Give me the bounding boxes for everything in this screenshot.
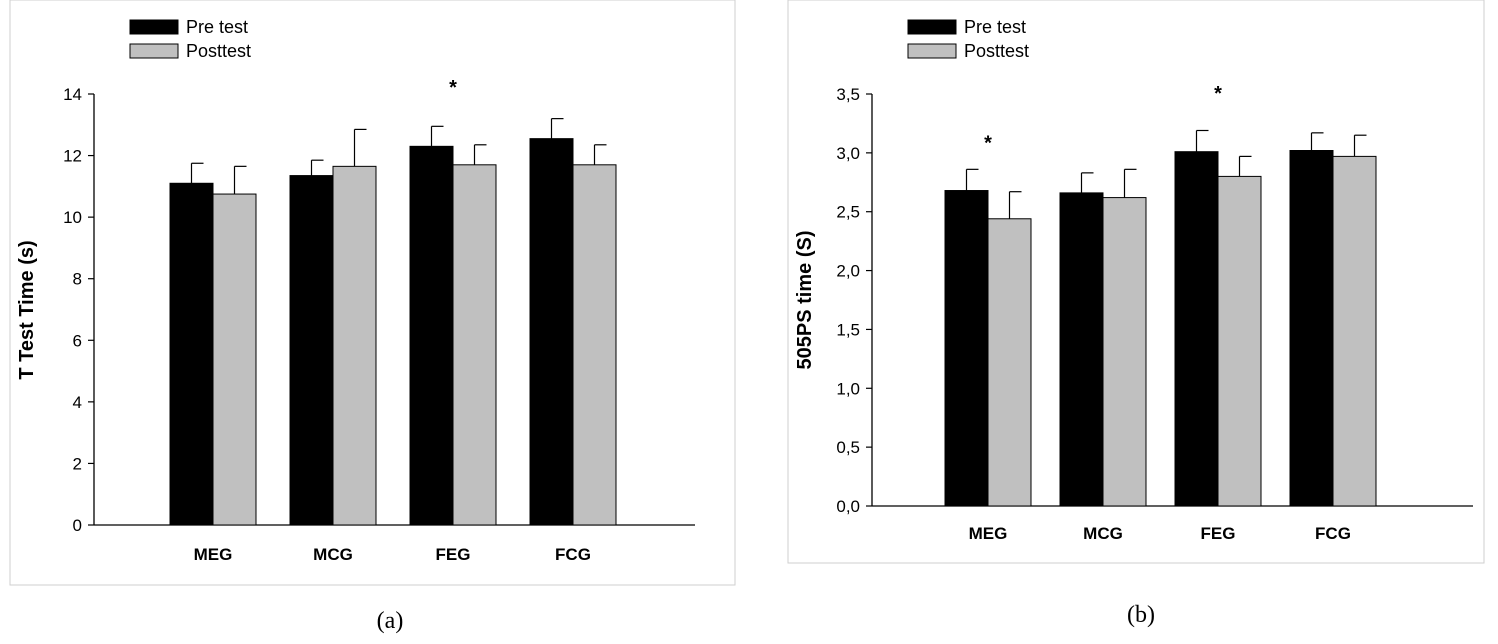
chart-a-svg: 0 2 4 6 8 10 12 14 T Test Time (s) MEG MCG FEG FCG * P… (9, 0, 736, 634)
chart-b-significance-mark-feg: * (1214, 83, 1222, 105)
chart-b-y-tick-label: 1,5 (836, 320, 860, 339)
chart-panel-a: 0 2 4 6 8 10 12 14 T Test Time (s) MEG MCG FEG FCG * P… (0, 0, 745, 644)
chart-b-y-tick-label: 3,0 (836, 144, 860, 163)
chart-a-bar-posttest-meg (212, 193, 257, 526)
chart-a-y-tick-label: 8 (73, 270, 82, 289)
chart-a-y-tick-label: 6 (73, 331, 82, 350)
chart-a-x-tick-label-mcg: MCG (313, 545, 353, 564)
chart-b-legend-swatch-posttest (907, 43, 957, 59)
chart-b-legend-swatch-pre-test (907, 19, 957, 35)
chart-a-x-tick-label-feg: FEG (436, 545, 471, 564)
chart-b-x-tick-label-feg: FEG (1201, 524, 1236, 543)
chart-b-bar-posttest-feg (1217, 175, 1262, 507)
chart-a-bar-pre-test-mcg (289, 175, 334, 526)
chart-b-x-tick-label-fcg: FCG (1315, 524, 1351, 543)
chart-a-bar-posttest-mcg (332, 165, 377, 526)
chart-b-legend-label-posttest: Posttest (964, 41, 1029, 61)
chart-a-legend-label-pre-test: Pre test (186, 17, 248, 37)
chart-a-legend-label-posttest: Posttest (186, 41, 251, 61)
chart-b-bar-pre-test-meg (944, 190, 989, 507)
chart-b-y-tick-label: 2,0 (836, 262, 860, 281)
chart-a-x-tick-label-fcg: FCG (555, 545, 591, 564)
chart-a-bar-pre-test-fcg (529, 138, 574, 526)
chart-b-bar-posttest-fcg (1332, 155, 1377, 507)
chart-b-x-tick-label-mcg: MCG (1083, 524, 1123, 543)
chart-b-bar-pre-test-mcg (1059, 192, 1104, 507)
chart-b-legend-label-pre-test: Pre test (964, 17, 1026, 37)
chart-b-significance-mark-meg: * (984, 132, 992, 154)
chart-a-y-tick-label: 14 (63, 85, 82, 104)
chart-a-y-tick-label: 12 (63, 147, 82, 166)
chart-a-frame (9, 0, 736, 586)
chart-b-caption: (b) (1127, 602, 1155, 628)
chart-a-bar-posttest-feg (452, 164, 497, 526)
chart-a-ylabel: T Test Time (s) (16, 240, 38, 379)
chart-a-significance-mark-feg: * (449, 77, 457, 99)
chart-a-legend-swatch-posttest (129, 43, 179, 59)
chart-a-y-tick-label: 4 (73, 393, 82, 412)
chart-b-bar-pre-test-fcg (1289, 150, 1334, 507)
chart-a-legend-swatch-pre-test (129, 19, 179, 35)
chart-a-bar-posttest-fcg (572, 164, 617, 526)
chart-panel-b: 0,0 0,5 1,0 1,5 2,0 2,5 3,0 3,5 505PS time (S) ME… (776, 0, 1498, 644)
chart-b-x-tick-label-meg: MEG (969, 524, 1008, 543)
chart-b-y-tick-label: 1,0 (836, 379, 860, 398)
chart-b-frame (787, 0, 1485, 564)
chart-a-caption: (a) (377, 608, 404, 634)
chart-b-y-tick-label: 3,5 (836, 85, 860, 104)
chart-b-bar-posttest-meg (987, 218, 1032, 507)
chart-b-y-tick-label: 0,5 (836, 438, 860, 457)
chart-a-bar-pre-test-feg (409, 145, 454, 526)
chart-a-y-tick-label: 2 (73, 454, 82, 473)
chart-b-bar-pre-test-feg (1174, 151, 1219, 507)
chart-a-bar-pre-test-meg (169, 182, 214, 526)
chart-a-y-tick-label: 0 (73, 516, 82, 535)
chart-b-y-tick-label: 2,5 (836, 203, 860, 222)
chart-b-svg: 0,0 0,5 1,0 1,5 2,0 2,5 3,0 3,5 505PS time (S) ME… (787, 0, 1485, 628)
chart-b-bar-posttest-mcg (1102, 197, 1147, 507)
chart-b-ylabel: 505PS time (S) (794, 231, 816, 370)
chart-a-x-tick-label-meg: MEG (194, 545, 233, 564)
chart-b-y-tick-label: 0,0 (836, 497, 860, 516)
chart-a-y-tick-label: 10 (63, 208, 82, 227)
